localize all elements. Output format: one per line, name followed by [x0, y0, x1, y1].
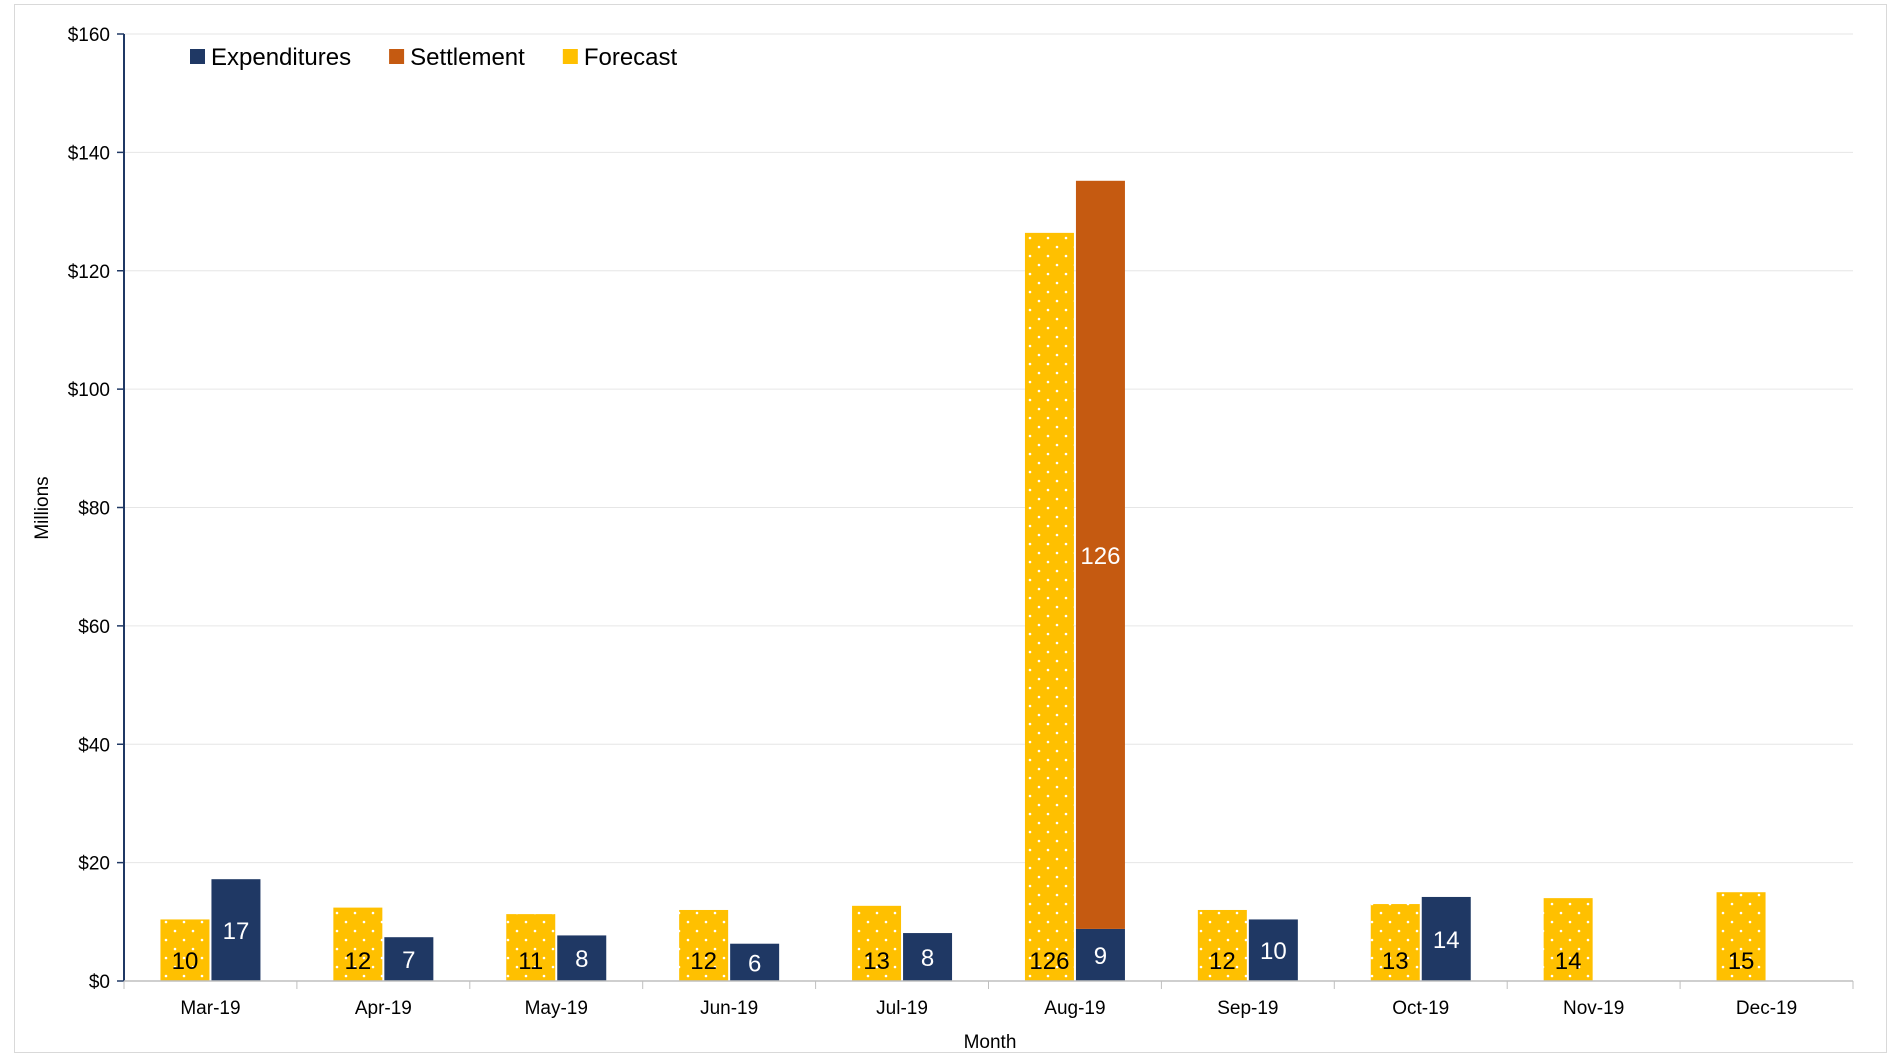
- forecast-data-label: 12: [1209, 948, 1236, 975]
- x-tick-label: Sep-19: [1217, 998, 1278, 1019]
- forecast-data-label: 11: [518, 948, 543, 975]
- x-tick-label: Aug-19: [1044, 998, 1105, 1019]
- y-tick-label: $80: [78, 499, 110, 520]
- gridlines: [124, 33, 1853, 864]
- x-axis-title: Month: [964, 1032, 1017, 1053]
- expenditures-bar: [1075, 928, 1125, 981]
- forecast-bar: [1543, 898, 1593, 981]
- forecast-data-label: 12: [344, 948, 371, 975]
- y-axis-title: Millions: [32, 476, 53, 539]
- legend-label: Expenditures: [211, 44, 351, 71]
- expenditures-bar: [730, 943, 780, 981]
- y-tick-label: $20: [78, 854, 110, 875]
- expenditures-data-label: 10: [1260, 938, 1287, 965]
- expenditures-bar: [557, 935, 607, 981]
- forecast-bar: [333, 907, 383, 981]
- y-tick-label: $160: [68, 25, 110, 46]
- forecast-data-label: 12: [690, 948, 717, 975]
- legend: Expenditures Settlement Forecast: [190, 44, 678, 71]
- forecast-data-label: 126: [1029, 948, 1069, 975]
- settlement-bar: [1075, 180, 1125, 929]
- forecast-data-label: 13: [1382, 948, 1409, 975]
- forecast-bar: [1716, 892, 1766, 981]
- expenditures-bar: [384, 937, 434, 981]
- forecast-bar: [852, 905, 902, 981]
- x-tick-label: Nov-19: [1563, 998, 1624, 1019]
- expenditures-data-label: 17: [223, 918, 250, 945]
- expenditures-bar: [1248, 919, 1298, 981]
- expenditures-data-label: 7: [402, 947, 415, 974]
- forecast-data-label: 10: [172, 948, 199, 975]
- legend-swatch: [562, 49, 578, 64]
- x-tick-label: Oct-19: [1392, 998, 1449, 1019]
- legend-label: Settlement: [410, 44, 525, 71]
- expenditures-data-label: 8: [921, 945, 934, 972]
- legend-label: Forecast: [584, 44, 678, 71]
- expenditures-data-label: 9: [1094, 943, 1107, 970]
- x-tick-label: Apr-19: [355, 998, 412, 1019]
- x-tick-label: Dec-19: [1736, 998, 1797, 1019]
- y-tick-label: $120: [68, 262, 110, 283]
- legend-swatch: [190, 49, 205, 64]
- forecast-bar: [160, 919, 210, 981]
- x-tick-label: Jul-19: [876, 998, 928, 1019]
- forecast-bar: [679, 909, 729, 981]
- forecast-data-label: 13: [863, 948, 890, 975]
- expenditures-bar: [211, 879, 261, 981]
- y-tick-label: $100: [68, 380, 110, 401]
- axes: $0 $20 $40 $60 $80 $100 $120 $140 $160 Mar-19 Apr-…: [68, 25, 1854, 1019]
- expenditures-bar: [1421, 896, 1471, 981]
- forecast-data-label: 14: [1555, 948, 1582, 975]
- y-tick-label: $40: [78, 735, 110, 756]
- forecast-bar: [1370, 904, 1420, 981]
- x-tick-label: May-19: [525, 998, 588, 1019]
- forecast-data-label: 15: [1728, 948, 1755, 975]
- bars: [160, 180, 1766, 981]
- forecast-bar: [506, 914, 556, 981]
- x-tick-label: Jun-19: [700, 998, 758, 1019]
- legend-swatch: [389, 49, 405, 64]
- expenditures-data-label: 8: [575, 946, 588, 973]
- expenditures-bar: [903, 933, 953, 981]
- chart-frame: [14, 4, 1887, 1053]
- y-tick-label: $0: [89, 972, 110, 993]
- forecast-bar: [1024, 232, 1074, 981]
- forecast-bar: [1197, 909, 1247, 981]
- expenditures-data-label: 14: [1433, 927, 1460, 954]
- y-tick-label: $60: [78, 617, 110, 638]
- x-tick-label: Mar-19: [180, 998, 240, 1019]
- settlement-data-label: 126: [1080, 543, 1120, 570]
- y-tick-label: $140: [68, 143, 110, 164]
- expenditures-data-label: 6: [748, 950, 761, 977]
